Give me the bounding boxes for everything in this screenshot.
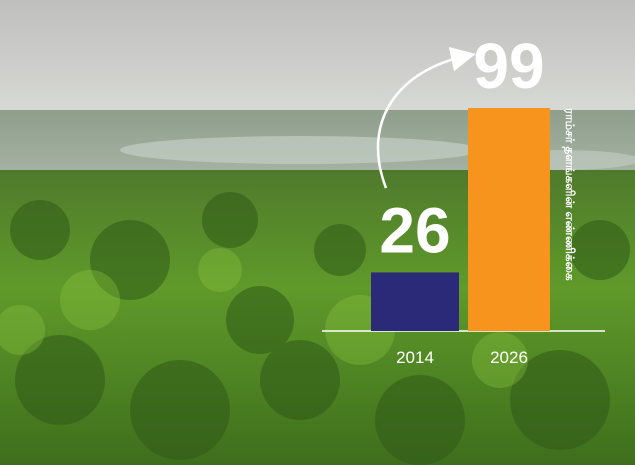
y-axis-label: ராம்சர் தளங்களின் எண்ணிக்கை (562, 108, 577, 281)
bar (371, 272, 459, 331)
bar (468, 108, 550, 331)
value-label: 26 (379, 194, 450, 266)
x-tick-label: 2026 (490, 348, 528, 367)
chart: 26 2014 99 2026 ராம்சர் தளங்களின் எண்ணிக்கை (0, 0, 635, 465)
x-tick-label: 2014 (396, 348, 434, 367)
page: 262014992026ராம்சர் தளங்களின் எண்ணிக்கை … (0, 0, 635, 465)
value-label: 99 (473, 30, 544, 102)
